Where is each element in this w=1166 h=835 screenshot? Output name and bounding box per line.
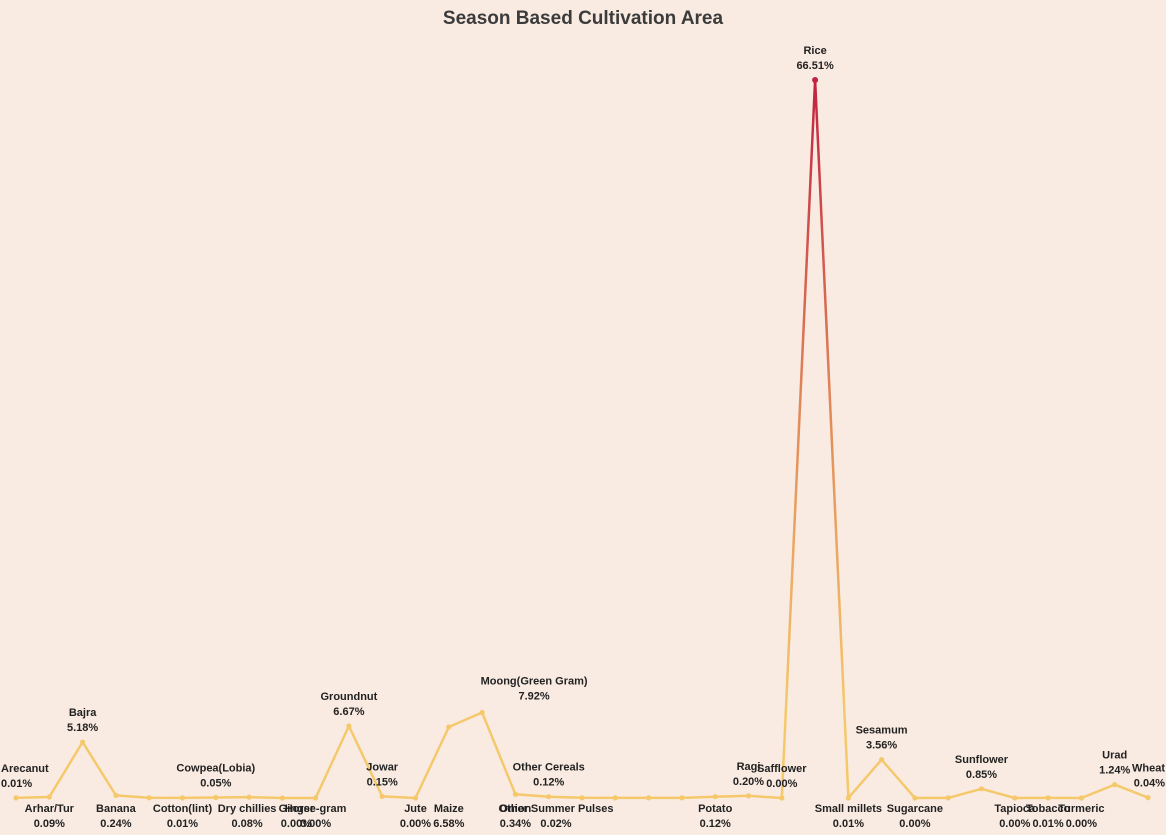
label-horse-gram-value: 0.00% (300, 818, 331, 830)
data-point-safflower (779, 795, 785, 801)
data-point-ginger (279, 795, 285, 801)
data-point-other-cereals (546, 794, 552, 800)
data-point-potato (712, 794, 718, 800)
label-horse-gram-name: Horse-gram (285, 803, 347, 815)
label-cowpea-lobia-value: 0.05% (200, 778, 231, 790)
data-point-jowar (379, 793, 385, 800)
label-tapioca-name: Tapioca (994, 803, 1036, 815)
label-safflower-value: 0.00% (766, 778, 797, 790)
label-turmeric-name: Turmeric (1058, 803, 1104, 815)
label-wheat-name: Wheat (1132, 763, 1165, 775)
data-point-cotton-lint (179, 795, 186, 801)
data-point-rice (812, 77, 819, 83)
label-moong-green-gram-name: Moong(Green Gram) (481, 676, 588, 688)
label-small-millets-name: Small millets (815, 803, 882, 815)
data-point-onion (512, 791, 519, 797)
label-onion-value: 0.34% (500, 818, 531, 830)
label-sugarcane-value: 0.00% (899, 818, 930, 830)
label-banana-value: 0.24% (100, 818, 131, 830)
label-moong-green-gram-value: 7.92% (518, 691, 549, 703)
label-small-millets-value: 0.01% (833, 818, 864, 830)
label-safflower-name: Safflower (757, 763, 807, 775)
data-point-maize (446, 724, 452, 730)
label-tapioca-value: 0.00% (999, 818, 1030, 830)
label-banana-name: Banana (96, 803, 137, 815)
label-maize-value: 6.58% (433, 818, 464, 830)
chart-title: Season Based Cultivation Area (442, 8, 724, 29)
label-wheat-value: 0.04% (1134, 778, 1165, 790)
label-other-cereals-value: 0.12% (533, 777, 564, 789)
label-maize-name: Maize (434, 803, 464, 815)
label-ginger-value: 0.00% (281, 818, 312, 830)
label-potato-name: Potato (698, 803, 733, 815)
label-urad-name: Urad (1102, 750, 1127, 762)
label-sunflower-name: Sunflower (955, 754, 1009, 766)
label-sesamum-value: 3.56% (866, 740, 897, 752)
label-arhar-tur-value: 0.09% (34, 818, 65, 830)
data-point-wheat (1145, 795, 1151, 801)
data-point-turmeric (1078, 795, 1084, 801)
data-point (146, 795, 152, 801)
label-sunflower-value: 0.85% (966, 769, 997, 781)
label-dry-chillies-value: 0.08% (231, 818, 262, 830)
label-urad-value: 1.24% (1099, 765, 1130, 777)
data-point-tobacco (1045, 795, 1051, 801)
label-rice-name: Rice (803, 45, 826, 57)
label-jowar-value: 0.15% (367, 776, 398, 788)
label-cowpea-lobia-name: Cowpea(Lobia) (176, 763, 255, 775)
data-point (646, 795, 652, 801)
data-point-tapioca (1012, 795, 1018, 801)
label-cotton-lint-name: Cotton(lint) (153, 803, 213, 815)
data-point-sugarcane (912, 795, 918, 801)
data-point-cowpea-lobia (213, 794, 219, 801)
label-tobacco-value: 0.01% (1032, 818, 1063, 830)
data-point-sunflower (978, 786, 985, 792)
label-other-cereals-name: Other Cereals (513, 762, 585, 774)
label-other-summer-pulses-value: 0.02% (540, 818, 571, 830)
label-dry-chillies-name: Dry chillies (218, 803, 277, 815)
label-jowar-name: Jowar (366, 761, 399, 773)
data-point-arhar-tur (46, 794, 52, 800)
label-ragi-name: Ragi (737, 761, 761, 773)
label-rice-value: 66.51% (796, 60, 834, 72)
label-ginger-name: Ginger (279, 803, 315, 815)
label-tobacco-name: Tobacco (1026, 803, 1071, 815)
data-point-horse-gram (313, 795, 319, 801)
data-point-banana (113, 792, 119, 799)
label-arecanut-name: Arecanut (1, 763, 49, 775)
label-arecanut-value: 0.01% (1, 778, 32, 790)
label-turmeric-value: 0.00% (1066, 818, 1097, 830)
data-point-moong-green-gram (479, 709, 485, 716)
label-cotton-lint-value: 0.01% (167, 818, 198, 830)
data-point-other-summer-pulses (579, 795, 585, 801)
label-bajra-value: 5.18% (67, 722, 98, 734)
label-other-summer-pulses-name: Other Summer Pulses (499, 803, 614, 815)
series-line (15, 78, 1149, 800)
label-onion-name: Onion (500, 803, 532, 815)
label-jute-value: 0.00% (400, 818, 431, 830)
data-point (679, 795, 685, 801)
label-arhar-tur-name: Arhar/Tur (25, 803, 75, 815)
data-point-jute (412, 795, 419, 801)
data-point (945, 795, 951, 801)
data-point-sesamum (879, 757, 885, 763)
label-sesamum-name: Sesamum (856, 725, 908, 737)
label-sugarcane-name: Sugarcane (887, 803, 943, 815)
data-point-bajra (80, 739, 86, 745)
data-point-dry-chillies (246, 794, 252, 800)
data-point-groundnut (346, 723, 352, 729)
label-potato-value: 0.12% (700, 818, 731, 830)
label-groundnut-value: 6.67% (333, 706, 364, 718)
data-point-small-millets (845, 795, 852, 801)
data-point-urad (1112, 782, 1118, 788)
data-point-arecanut (13, 795, 19, 801)
data-point (612, 795, 618, 801)
label-groundnut-name: Groundnut (320, 691, 377, 703)
label-jute-name: Jute (404, 803, 427, 815)
label-ragi-value: 0.20% (733, 776, 764, 788)
label-bajra-name: Bajra (69, 707, 97, 719)
data-point-ragi (745, 793, 752, 799)
